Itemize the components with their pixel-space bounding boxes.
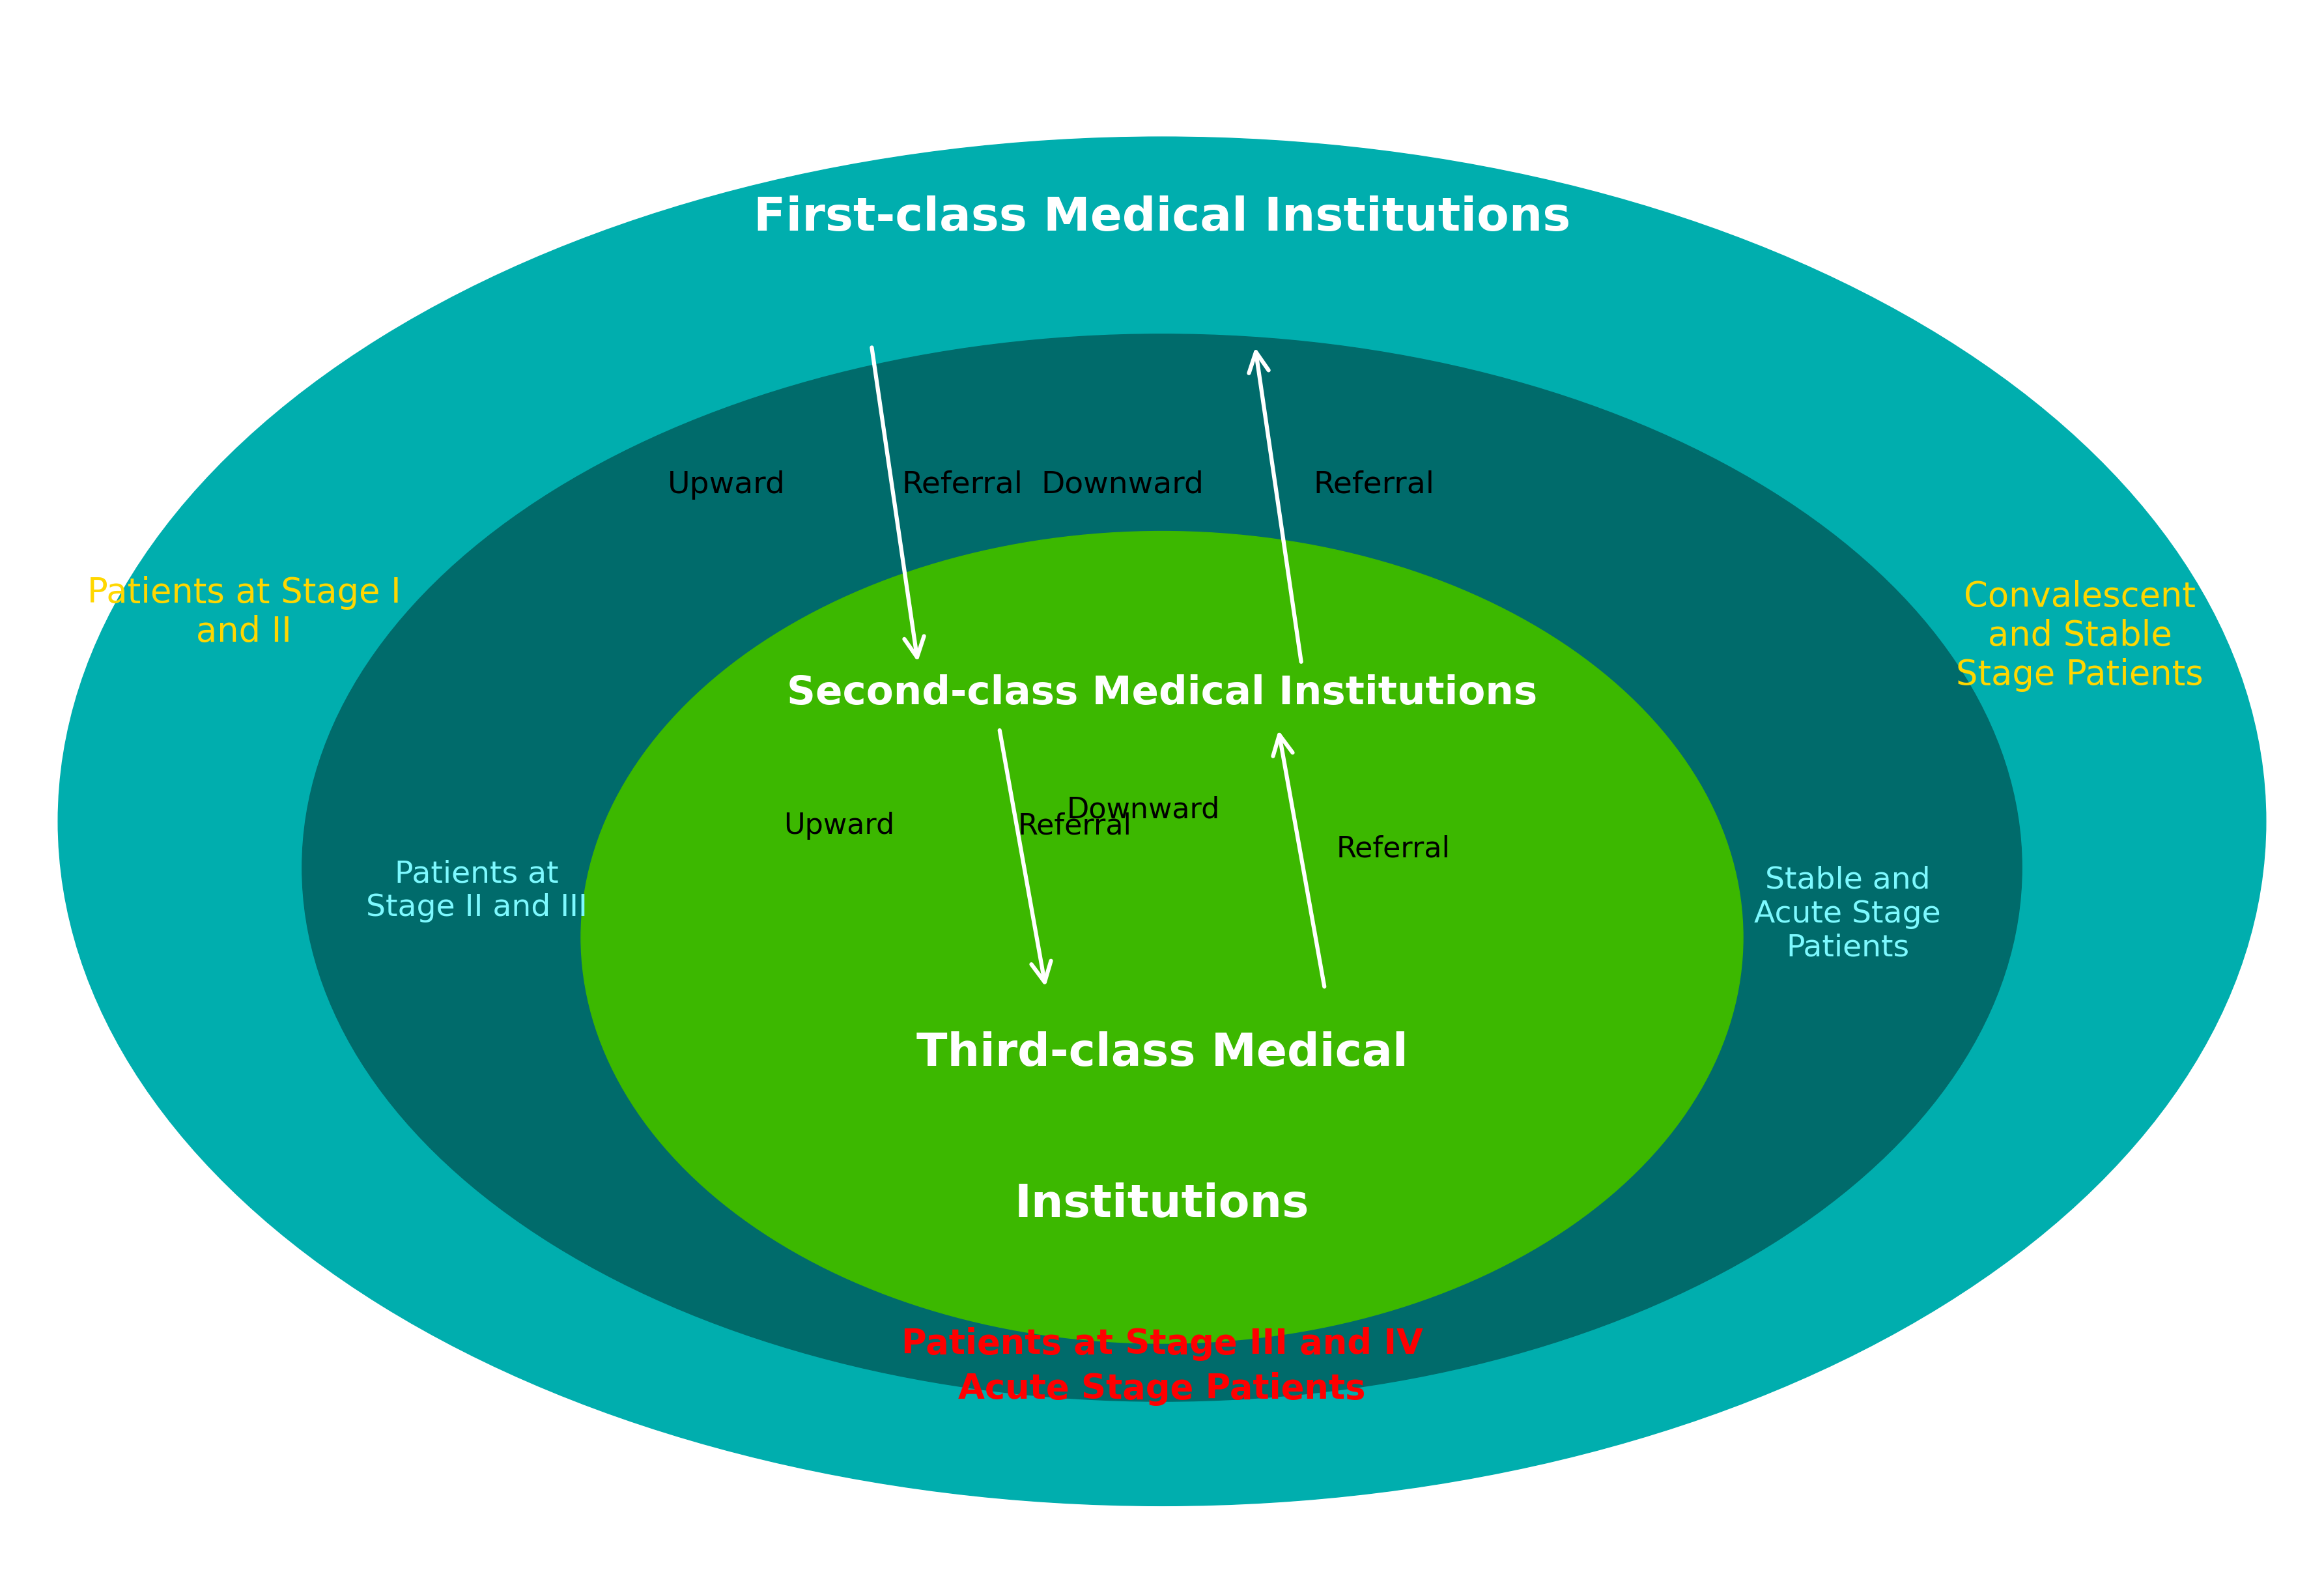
Text: Referral: Referral [1313, 470, 1434, 500]
Ellipse shape [58, 136, 2266, 1506]
Text: First-class Medical Institutions: First-class Medical Institutions [753, 195, 1571, 241]
Text: Patients at Stage III and IV
Acute Stage Patients: Patients at Stage III and IV Acute Stage… [902, 1327, 1422, 1406]
Text: Convalescent
and Stable
Stage Patients: Convalescent and Stable Stage Patients [1957, 579, 2203, 692]
Ellipse shape [581, 532, 1743, 1343]
Text: Patients at
Stage II and III: Patients at Stage II and III [365, 859, 588, 922]
Text: Downward: Downward [1041, 470, 1204, 500]
Text: Third-class Medical: Third-class Medical [916, 1032, 1408, 1074]
Text: Referral: Referral [1336, 835, 1450, 863]
Ellipse shape [302, 335, 2022, 1401]
Text: Referral: Referral [1018, 813, 1132, 840]
Text: Second-class Medical Institutions: Second-class Medical Institutions [788, 674, 1536, 713]
Text: Patients at Stage I
and II: Patients at Stage I and II [88, 576, 400, 649]
Text: Stable and
Acute Stage
Patients: Stable and Acute Stage Patients [1755, 865, 1941, 963]
Text: Upward: Upward [667, 470, 786, 500]
Text: Upward: Upward [783, 813, 895, 840]
Text: Downward: Downward [1067, 795, 1220, 824]
Text: Referral: Referral [902, 470, 1023, 500]
Text: Institutions: Institutions [1016, 1182, 1308, 1227]
